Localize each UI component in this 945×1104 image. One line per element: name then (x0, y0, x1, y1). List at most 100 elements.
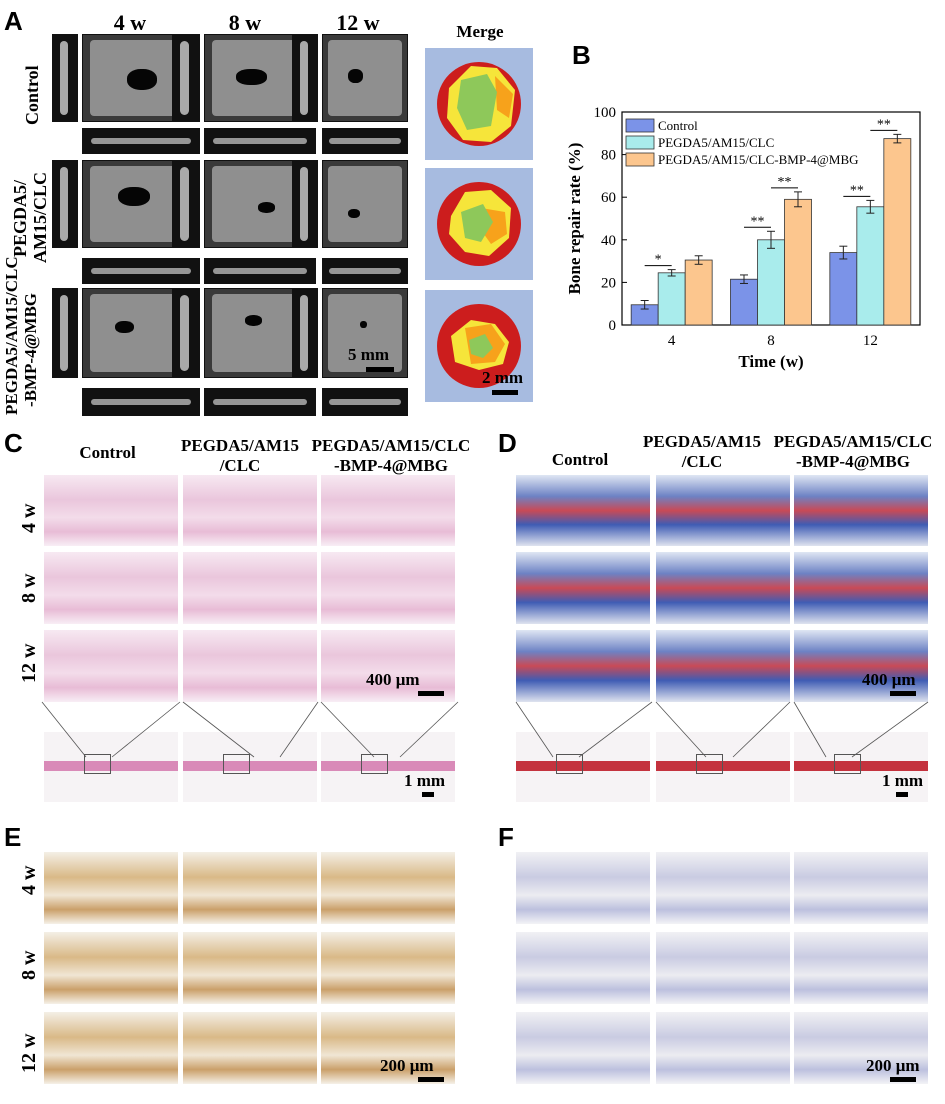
masson-stain-image (794, 552, 928, 624)
he-stain-image (44, 630, 178, 702)
panel-c-col-pegda-clc-bmp: PEGDA5/AM15/CLC -BMP-4@MBG (311, 436, 471, 475)
ihc-e-stain-image (321, 852, 455, 924)
y-tick-label: 100 (594, 105, 617, 121)
masson-stain-low-mag-image (794, 732, 928, 802)
legend-swatch (625, 118, 655, 133)
panel-c-letter: C (4, 428, 23, 458)
y-tick-label: 40 (601, 233, 616, 249)
panel-c-scale-high-bar (418, 691, 444, 696)
bar (730, 278, 758, 326)
ihc-f-stain-image (794, 1012, 928, 1084)
ihc-e-stain-image (44, 852, 178, 924)
panel-e-row-12w: 12 w (18, 1033, 40, 1073)
he-stain-image (321, 475, 455, 546)
panel-d-letter: D (498, 428, 517, 458)
ct-bottom-view (322, 128, 408, 154)
ihc-f-stain-image (794, 852, 928, 924)
panel-a-merge-title: Merge (456, 22, 504, 41)
legend-swatch (625, 152, 655, 167)
ct-side-view (292, 160, 318, 248)
panel-c-row-4w: 4 w (18, 503, 40, 533)
panel-d-scale-low-bar (896, 792, 908, 797)
panel-a-ct-scale-label: 5 mm (348, 345, 390, 364)
he-stain-image (321, 630, 455, 702)
ihc-f-stain-image (516, 852, 650, 924)
merge-image-pegda-clc-bmp (425, 290, 533, 402)
panel-d-scale-high-label: 400 μm (862, 670, 916, 689)
panel-c-scale-low-label: 1 mm (404, 771, 446, 790)
panel-a-row-control: Control (22, 65, 42, 125)
masson-stain-low-mag-image (656, 732, 790, 802)
panel-a-col-12w: 12 w (336, 10, 380, 35)
masson-stain-image (794, 475, 928, 546)
ct-bottom-view (322, 388, 408, 416)
panel-a-col-8w: 8 w (228, 10, 262, 35)
legend-swatch (625, 135, 655, 150)
panel-e-row-8w: 8 w (18, 950, 40, 980)
panel-a-merge-scale-label: 2 mm (482, 368, 524, 387)
ct-bottom-view (82, 258, 200, 284)
bone-repair-bar-chart: 0 20 40 60 80 100 Bone repair rate (%) Time (w)… (565, 105, 921, 371)
panel-c-col-control: Control (79, 443, 136, 462)
masson-stain-image (794, 630, 928, 702)
legend-label: PEGDA5/AM15/CLC-BMP-4@MBG (658, 152, 859, 167)
panel-a-row-pegda-clc-bmp: PEGDA5/AM15/CLC -BMP-4@MBG (2, 256, 40, 415)
ihc-f-stain-image (516, 1012, 650, 1084)
panel-c-col-pegda-clc: PEGDA5/AM15 /CLC (180, 436, 300, 475)
panel-c-scale-low-bar (422, 792, 434, 797)
y-tick-label: 0 (609, 318, 617, 334)
he-stain-low-mag-image (44, 732, 178, 802)
ihc-f-stain-image (656, 1012, 790, 1084)
ct-side-view (292, 288, 318, 378)
x-tick-label: 4 (668, 333, 676, 349)
ihc-e-stain-image (321, 932, 455, 1004)
he-stain-image (183, 552, 317, 624)
ihc-e-stain-image (44, 1012, 178, 1084)
panel-a-ct-scale-bar (366, 367, 394, 372)
panel-f-scale-label: 200 μm (866, 1056, 920, 1075)
ihc-e-stain-image (44, 932, 178, 1004)
ihc-e-stain-image (321, 1012, 455, 1084)
panel-c-row-12w: 12 w (18, 643, 40, 683)
panel-e-letter: E (4, 822, 22, 852)
significance-label: * (655, 253, 662, 268)
ct-side-view (52, 160, 78, 248)
ihc-e-stain-image (183, 932, 317, 1004)
panel-f-scale-bar (890, 1077, 916, 1082)
ct-top-view (322, 160, 408, 248)
ct-side-view (172, 34, 200, 122)
ihc-e-stain-image (183, 1012, 317, 1084)
he-stain-image (183, 630, 317, 702)
panel-d-scale-high-bar (890, 691, 916, 696)
merge-image-control (425, 48, 533, 160)
panel-f-letter: F (498, 822, 514, 852)
zoom-lines (41, 701, 929, 758)
bar (829, 252, 858, 326)
ct-top-view (322, 34, 408, 122)
x-tick-label: 8 (767, 333, 775, 349)
panel-a-letter: A (4, 6, 23, 36)
panel-d-scale-low-label: 1 mm (882, 771, 924, 790)
he-stain-low-mag-image (183, 732, 317, 802)
he-stain-image (321, 552, 455, 624)
panel-d-col-pegda-clc: PEGDA5/AM15 /CLC (642, 432, 762, 471)
significance-label: ** (850, 183, 864, 198)
panel-d-col-pegda-clc-bmp: PEGDA5/AM15/CLC -BMP-4@MBG (773, 432, 933, 471)
panel-e-row-4w: 4 w (18, 865, 40, 895)
legend-label: PEGDA5/AM15/CLC (658, 135, 774, 150)
masson-stain-image (656, 552, 790, 624)
ct-side-view (172, 160, 200, 248)
y-tick-label: 20 (601, 275, 616, 291)
masson-stain-image (516, 630, 650, 702)
bar (757, 239, 785, 326)
bar (883, 138, 912, 326)
significance-label: ** (751, 214, 765, 229)
masson-stain-image (656, 630, 790, 702)
legend-label: Control (658, 118, 698, 133)
ct-bottom-view (322, 258, 408, 284)
bar (657, 272, 686, 326)
ct-side-view (172, 288, 200, 378)
ct-bottom-view (204, 258, 316, 284)
ct-bottom-view (204, 128, 316, 154)
ihc-f-stain-image (656, 932, 790, 1004)
